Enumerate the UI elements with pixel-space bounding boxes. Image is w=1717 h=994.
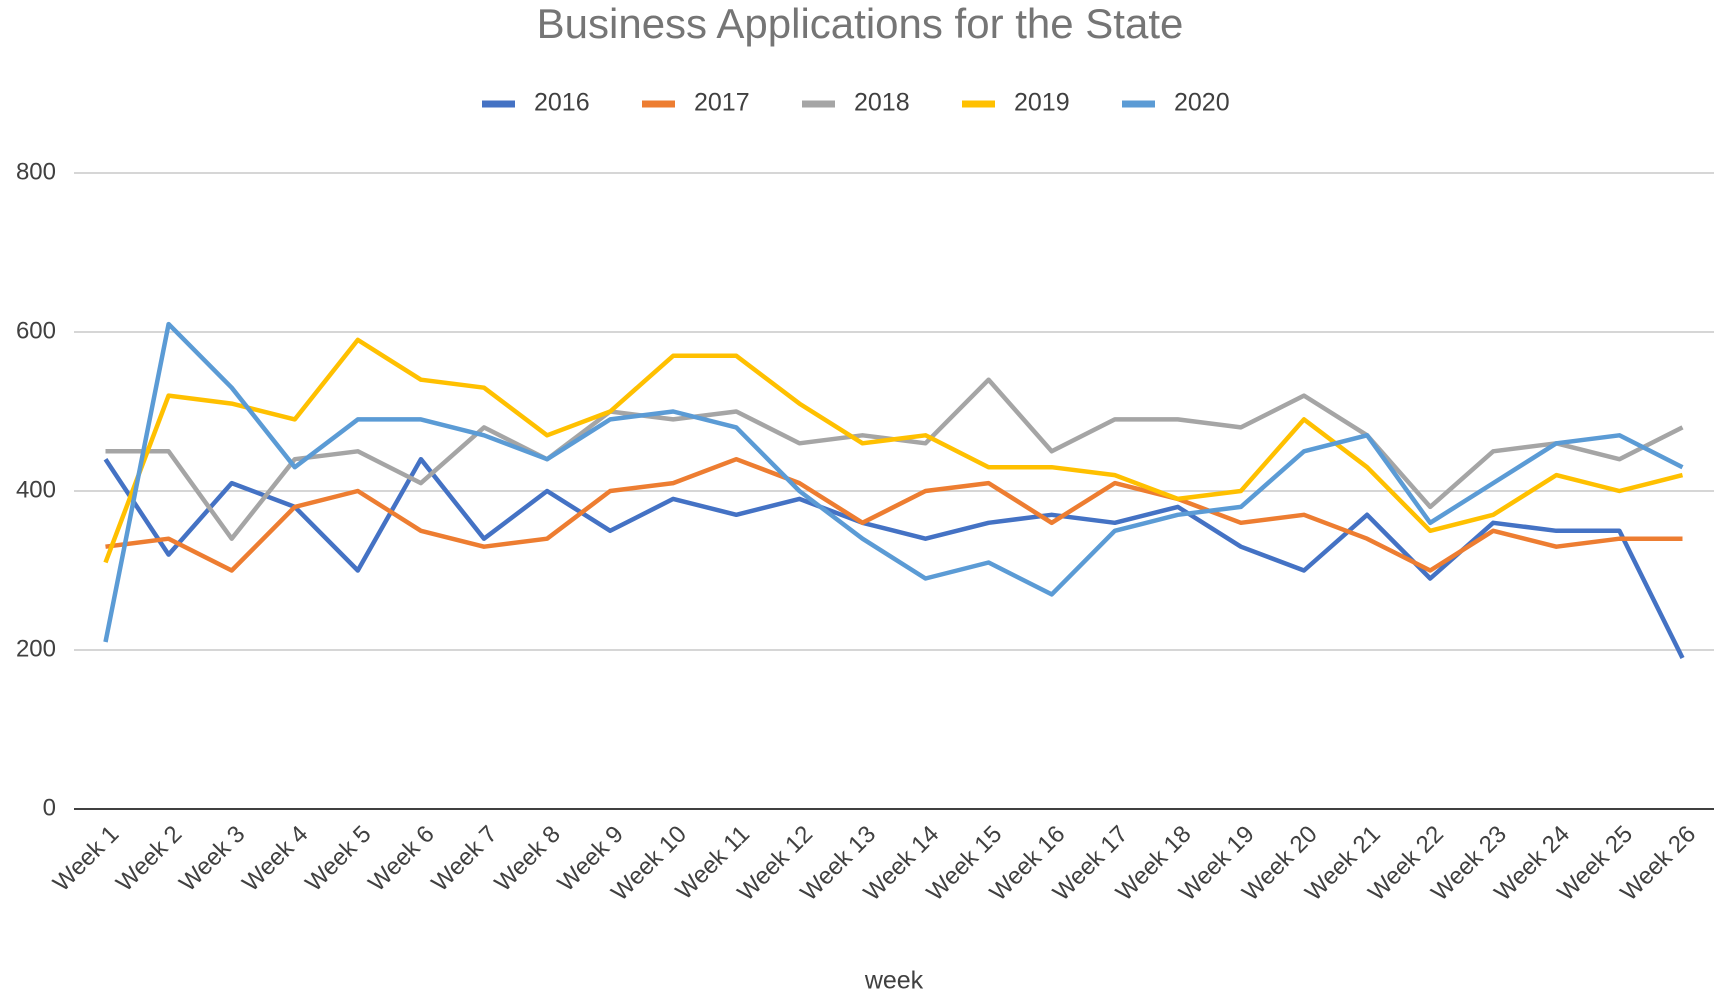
x-tick-label: Week 7 — [426, 821, 502, 897]
x-tick-label: Week 6 — [363, 821, 439, 897]
y-tick-label: 400 — [16, 476, 56, 503]
legend-label: 2017 — [694, 89, 750, 117]
x-tick-label: Week 1 — [48, 821, 124, 897]
y-tick-label: 0 — [43, 794, 56, 821]
legend-label: 2019 — [1014, 89, 1070, 117]
y-tick-label: 200 — [16, 635, 56, 662]
x-tick-label: Week 5 — [300, 821, 376, 897]
legend-label: 2020 — [1174, 89, 1230, 117]
x-tick-label: Week 4 — [237, 821, 313, 897]
y-tick-label: 600 — [16, 317, 56, 344]
legend-label: 2018 — [854, 89, 910, 117]
series-line — [105, 456, 1683, 573]
x-tick-label: Week 2 — [111, 821, 187, 897]
x-tick-label: Week 3 — [174, 821, 250, 897]
legend-label: 2016 — [534, 89, 590, 117]
y-tick-label: 800 — [16, 158, 56, 185]
x-tick-label: Week 8 — [489, 821, 565, 897]
series-line — [103, 456, 1685, 659]
series-line — [103, 337, 1684, 564]
series-line — [103, 321, 1684, 643]
chart-title: Business Applications for the State — [537, 0, 1184, 47]
x-axis-title: week — [864, 967, 924, 994]
